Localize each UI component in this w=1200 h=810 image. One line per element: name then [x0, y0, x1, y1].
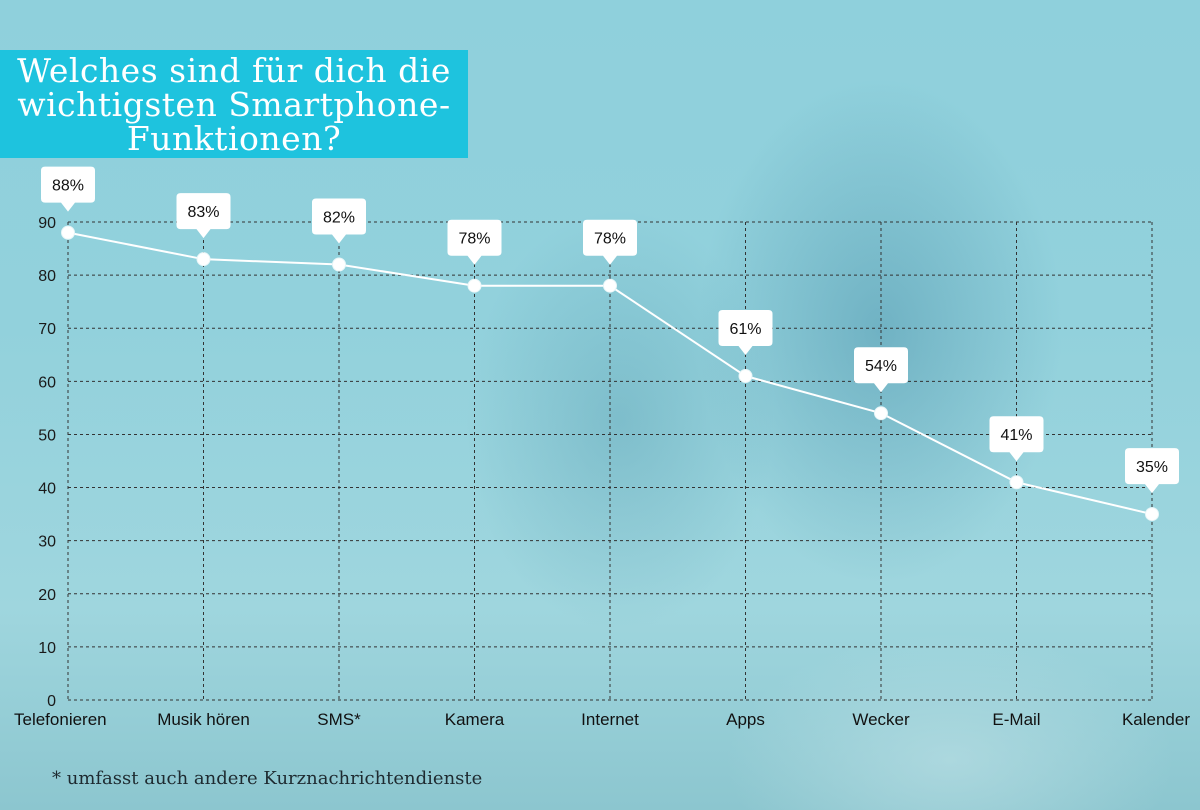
y-tick-label: 30 — [38, 534, 56, 551]
data-label: 54% — [865, 358, 897, 375]
callout-box — [312, 198, 366, 244]
data-label: 82% — [323, 209, 355, 226]
callout-box — [176, 193, 231, 239]
x-tick-label: Kamera — [445, 710, 505, 729]
grid-lines — [67, 221, 1153, 701]
data-point — [874, 406, 888, 421]
title-line-2: wichtigsten Smartphone- — [17, 85, 451, 124]
data-point — [1145, 507, 1159, 522]
data-label: 41% — [1000, 427, 1032, 444]
y-tick-label: 90 — [38, 215, 56, 232]
y-tick-label: 70 — [38, 321, 56, 338]
y-tick-label: 20 — [38, 587, 56, 604]
y-tick-label: 10 — [38, 640, 56, 657]
data-label: 61% — [729, 321, 761, 338]
callout-box — [718, 310, 773, 356]
x-tick-label: Internet — [581, 710, 639, 729]
callout-box — [1125, 448, 1179, 494]
y-tick-label: 60 — [38, 374, 56, 391]
chart-title: Welches sind für dich die wichtigsten Sm… — [0, 54, 468, 156]
callout-box — [41, 166, 95, 212]
data-label-callout: 41% — [989, 416, 1044, 462]
title-line-3: Funktionen? — [126, 119, 342, 158]
data-labels: 88% 83% 82% 78% 78% 61% 54% 41% 35% — [41, 166, 1179, 494]
data-point — [603, 278, 617, 293]
title-box — [0, 50, 468, 158]
callout-box — [854, 347, 908, 393]
title-line-1: Welches sind für dich die — [17, 51, 451, 90]
data-label-callout: 35% — [1125, 448, 1179, 494]
data-label-callout: 54% — [854, 347, 908, 393]
footnote: * umfasst auch andere Kurznachrichtendie… — [52, 768, 483, 789]
y-tick-label: 0 — [47, 693, 56, 710]
data-point — [467, 278, 482, 293]
data-point — [332, 257, 346, 272]
x-axis-tick-labels: Telefonieren Musik hören SMS* Kamera Interne… — [14, 710, 1190, 729]
data-point — [196, 252, 211, 267]
data-label-callout: 61% — [718, 310, 773, 356]
data-label: 83% — [187, 204, 219, 221]
y-tick-label: 40 — [38, 481, 56, 498]
x-tick-label: Kalender — [1122, 710, 1190, 729]
data-label: 78% — [594, 231, 626, 248]
x-tick-label: E-Mail — [992, 710, 1040, 729]
x-tick-label: Wecker — [852, 710, 910, 729]
data-point — [738, 369, 753, 384]
data-label-callout: 78% — [447, 219, 502, 265]
data-label: 88% — [52, 178, 84, 195]
x-tick-label: Musik hören — [157, 710, 250, 729]
x-tick-label: SMS* — [317, 710, 361, 729]
data-label-callout: 78% — [583, 219, 637, 265]
y-tick-label: 50 — [38, 427, 56, 444]
callout-box — [583, 219, 637, 265]
callout-box — [447, 219, 502, 265]
data-label-callout: 82% — [312, 198, 366, 244]
y-axis-tick-labels: 0 10 20 30 40 50 60 70 80 90 — [38, 215, 56, 710]
data-label-callout: 88% — [41, 166, 95, 212]
x-tick-label: Apps — [726, 710, 765, 729]
data-label-callout: 83% — [176, 193, 231, 239]
data-point — [1009, 475, 1024, 490]
data-label: 78% — [458, 231, 490, 248]
x-tick-label: Telefonieren — [14, 710, 107, 729]
y-tick-label: 80 — [38, 268, 56, 285]
data-points — [61, 225, 1159, 522]
callout-box — [989, 416, 1044, 462]
data-point — [61, 225, 75, 240]
data-label: 35% — [1136, 459, 1168, 476]
